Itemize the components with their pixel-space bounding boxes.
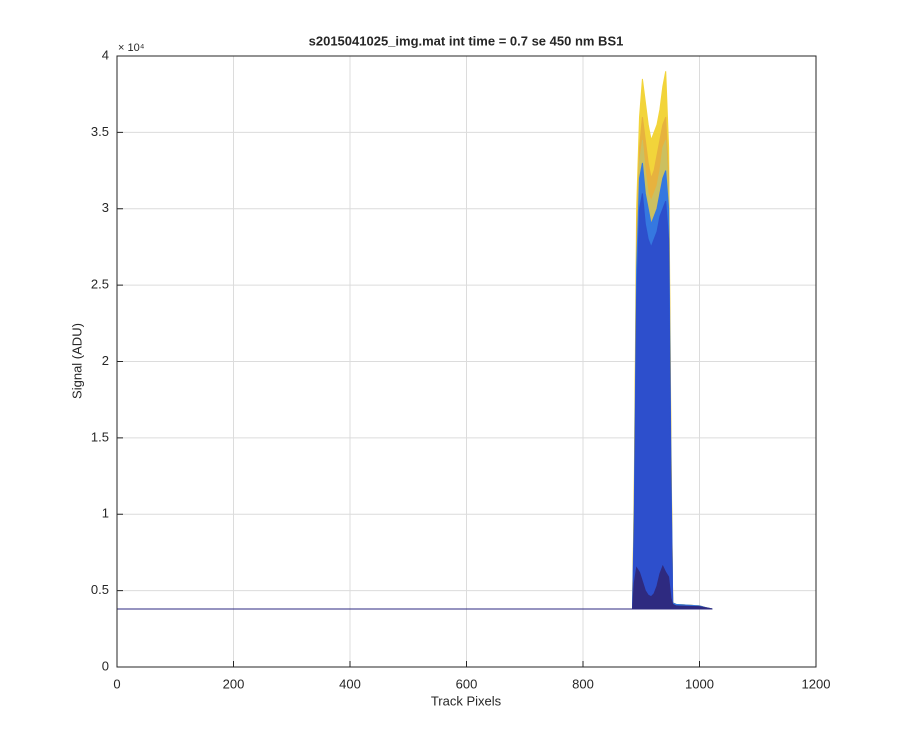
y-axis-label: Signal (ADU) xyxy=(69,323,84,399)
x-axis-label: Track Pixels xyxy=(431,693,502,708)
plot-area xyxy=(117,71,713,610)
y-exponent: × 10⁴ xyxy=(118,42,145,54)
x-tick-label: 400 xyxy=(339,676,361,691)
y-tick-label: 0 xyxy=(102,658,109,673)
chart-title: s2015041025_img.mat int time = 0.7 se 45… xyxy=(309,33,624,48)
y-tick-label: 2 xyxy=(102,353,109,368)
y-tick-label: 0.5 xyxy=(91,582,109,597)
y-tick-label: 2.5 xyxy=(91,277,109,292)
x-tick-label: 800 xyxy=(572,676,594,691)
y-tick-label: 4 xyxy=(102,47,109,62)
x-tick-label: 200 xyxy=(223,676,245,691)
y-tick-label: 3.5 xyxy=(91,124,109,139)
y-tick-label: 1 xyxy=(102,506,109,521)
y-tick-label: 1.5 xyxy=(91,429,109,444)
grid xyxy=(116,55,817,668)
x-tick-label: 1200 xyxy=(802,676,831,691)
axes: 0 200 400 600 800 1000 1200 0 0.5 1 1.5 2 2.5 3 3.5 4 xyxy=(91,47,831,691)
axes-box xyxy=(116,55,817,668)
x-tick-label: 1000 xyxy=(685,676,714,691)
x-tick-label: 0 xyxy=(113,676,120,691)
area-series xyxy=(117,564,713,610)
y-tick-label: 3 xyxy=(102,200,109,215)
x-tick-label: 600 xyxy=(456,676,478,691)
